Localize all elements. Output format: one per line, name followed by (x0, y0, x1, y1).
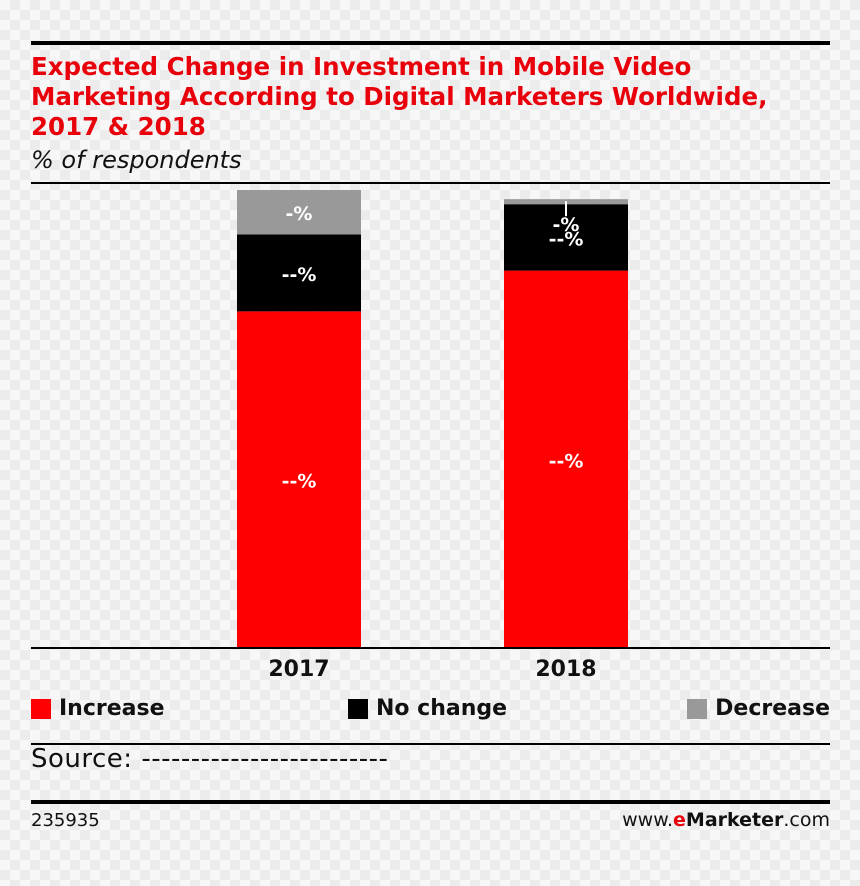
legend-item-no-change: No change (348, 696, 507, 721)
brand-prefix: www. (622, 809, 674, 831)
chart-subtitle: % of respondents (31, 146, 242, 174)
legend-label-no-change: No change (376, 696, 508, 721)
bar-2017-no-change (237, 234, 361, 312)
source-text: Source: ------------------------- (31, 744, 389, 774)
chart-id: 235935 (31, 810, 100, 831)
brand-suffix: .com (783, 809, 830, 831)
source-rule (31, 743, 830, 745)
data-label-2017-increase: --% (282, 471, 317, 493)
legend-label-decrease: Decrease (715, 696, 830, 721)
stacked-bar-chart: --%--%-%2017--%--%-%2018 (31, 190, 830, 682)
x-tick-label-2018: 2018 (535, 657, 596, 682)
legend: Increase No change Decrease (31, 696, 830, 726)
legend-item-decrease: Decrease (687, 696, 830, 721)
legend-swatch-no-change (348, 698, 368, 719)
data-label-2017-decrease: -% (286, 203, 313, 225)
data-label-2018-no-change: --% (549, 228, 584, 250)
emarketer-link[interactable]: www.eMarketer.com (622, 809, 830, 831)
data-label-2017-no-change: --% (282, 264, 317, 286)
chart-title: Expected Change in Investment in Mobile … (31, 52, 768, 141)
legend-item-increase: Increase (31, 696, 165, 721)
brand-e: e (673, 809, 686, 831)
top-rule (31, 41, 830, 45)
legend-swatch-decrease (687, 698, 708, 719)
x-tick-label-2017: 2017 (268, 657, 329, 682)
legend-label-increase: Increase (59, 696, 165, 721)
bar-2018-increase (504, 270, 628, 648)
legend-swatch-increase (31, 698, 51, 719)
data-label-2018-decrease: -% (553, 214, 580, 236)
plot-top-rule (31, 182, 830, 184)
data-label-2018-increase: --% (549, 450, 584, 472)
bar-2017-increase (237, 311, 361, 648)
brand-name: Marketer (685, 809, 784, 831)
bar-2017-decrease (237, 190, 361, 235)
bottom-rule (31, 800, 830, 804)
